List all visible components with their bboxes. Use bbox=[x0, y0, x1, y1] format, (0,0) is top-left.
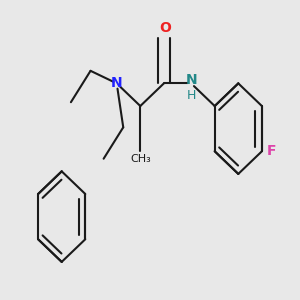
Text: CH₃: CH₃ bbox=[130, 154, 151, 164]
Text: O: O bbox=[159, 21, 171, 35]
Text: N: N bbox=[111, 76, 122, 90]
Text: F: F bbox=[266, 144, 276, 158]
Text: N: N bbox=[185, 74, 197, 87]
Text: H: H bbox=[186, 89, 196, 102]
